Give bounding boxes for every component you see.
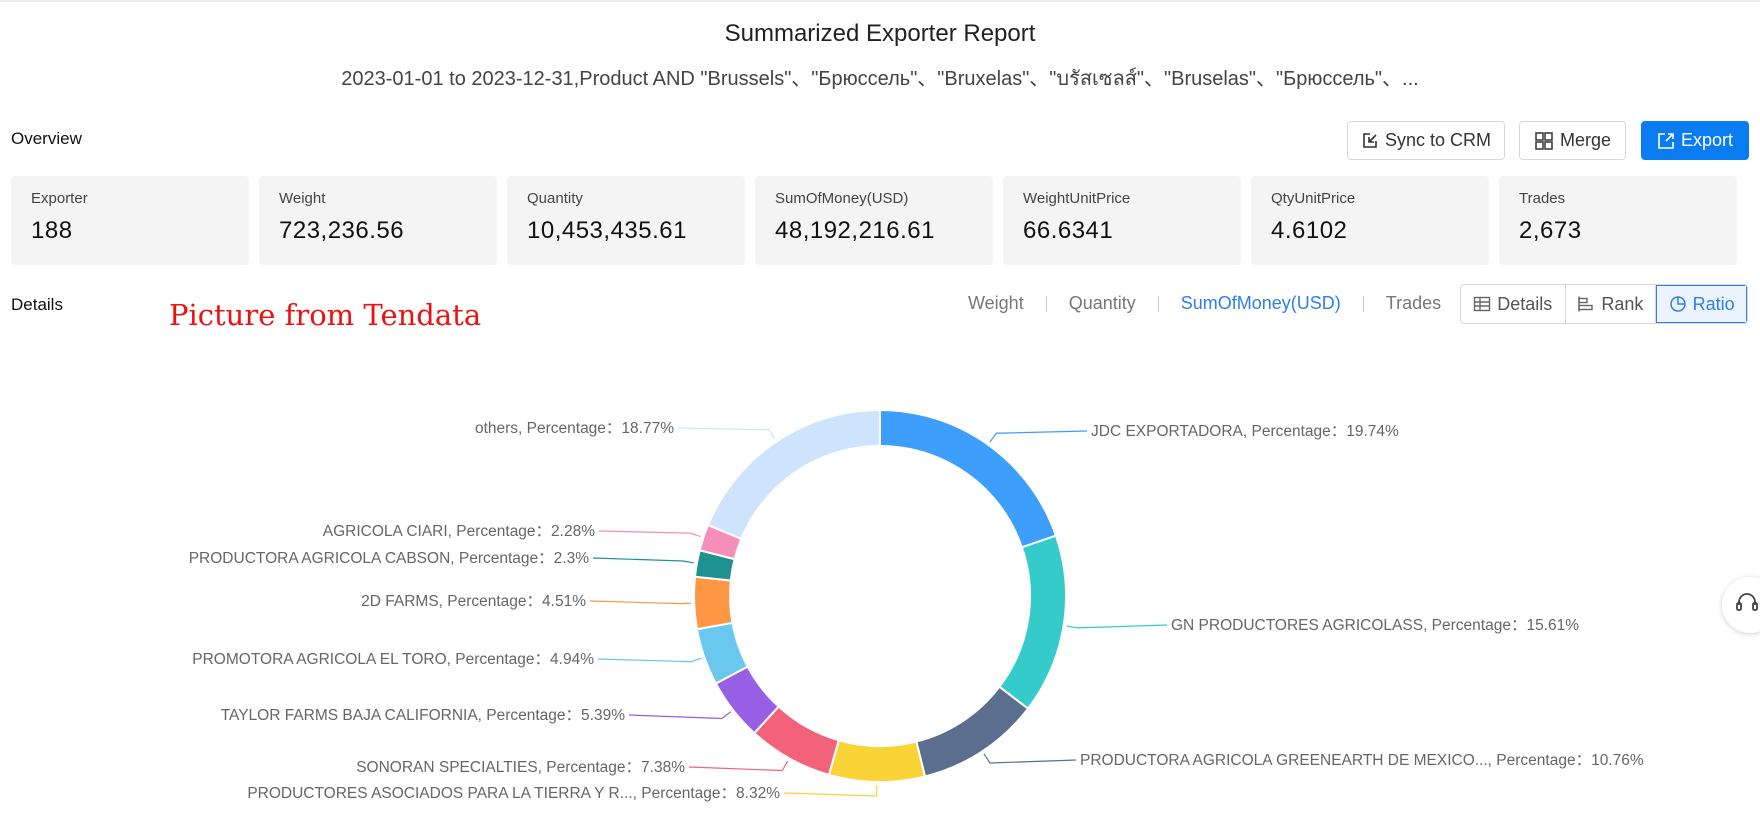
tab-divider xyxy=(1362,295,1364,312)
stat-card-weight: Weight 723,236.56 xyxy=(259,176,497,265)
donut-label-productora-agricola-cabson: PRODUCTORA AGRICOLA CABSON, Percentage：2… xyxy=(189,550,589,567)
headset-icon xyxy=(1734,590,1760,621)
donut-label-taylor-farms-baja-california: TAYLOR FARMS BAJA CALIFORNIA, Percentage… xyxy=(221,707,626,724)
donut-label-jdc-exportadora: JDC EXPORTADORA, Percentage：19.74% xyxy=(1091,423,1399,440)
stat-card-sum-of-money: SumOfMoney(USD) 48,192,216.61 xyxy=(755,176,993,265)
donut-leader-line xyxy=(589,600,692,605)
stat-card-quantity: Quantity 10,453,435.61 xyxy=(507,176,745,265)
donut-label-productora-agricola-greenearth-de-mexico: PRODUCTORA AGRICOLA GREENEARTH DE MEXICO… xyxy=(1080,752,1644,769)
merge-button[interactable]: Merge xyxy=(1519,121,1626,160)
view-ratio-button[interactable]: Ratio xyxy=(1656,285,1747,323)
view-rank-button[interactable]: Rank xyxy=(1566,285,1657,323)
donut-slice-productores-asociados-para-la-tierra-y-r[interactable] xyxy=(827,738,927,783)
stat-card-qty-unit-price: QtyUnitPrice 4.6102 xyxy=(1251,176,1489,265)
stat-value: 188 xyxy=(31,217,73,244)
donut-slice-gn-productores-agricolass[interactable] xyxy=(997,534,1067,711)
overview-cards: Exporter 188 Weight 723,236.56 Quantity … xyxy=(11,176,1737,265)
watermark-text: Picture from Tendata xyxy=(169,298,482,332)
stat-label: Trades xyxy=(1519,190,1566,207)
overview-heading: Overview xyxy=(11,129,82,148)
donut-label-sonoran-specialties: SONORAN SPECIALTIES, Percentage：7.38% xyxy=(356,759,685,776)
sync-icon xyxy=(1361,132,1379,150)
stat-label: QtyUnitPrice xyxy=(1271,190,1356,207)
donut-leader-line xyxy=(983,753,1077,764)
donut-slice-2d-farms[interactable] xyxy=(693,575,734,631)
donut-leader-line xyxy=(688,760,789,772)
report-title: Summarized Exporter Report xyxy=(724,20,1036,47)
stat-value: 10,453,435.61 xyxy=(527,217,687,244)
donut-leader-line xyxy=(592,557,695,564)
pie-chart-icon xyxy=(1669,295,1687,313)
table-icon xyxy=(1473,295,1491,313)
report-subtitle: 2023-01-01 to 2023-12-31,Product AND "Br… xyxy=(341,68,1419,90)
donut-label-agricola-ciari: AGRICOLA CIARI, Percentage：2.28% xyxy=(323,523,595,540)
donut-leader-line xyxy=(677,427,776,440)
stat-value: 4.6102 xyxy=(1271,217,1348,244)
stat-label: WeightUnitPrice xyxy=(1023,190,1131,207)
donut-leader-line xyxy=(989,430,1088,443)
merge-icon xyxy=(1534,131,1554,151)
donut-leader-line xyxy=(783,784,878,797)
stat-value: 66.6341 xyxy=(1023,217,1114,244)
donut-leader-line xyxy=(1066,624,1168,629)
stat-label: Exporter xyxy=(31,190,88,207)
donut-label-promotora-agricola-el-toro: PROMOTORA AGRICOLA EL TORO, Percentage：4… xyxy=(192,651,594,668)
tab-weight[interactable]: Weight xyxy=(968,293,1024,313)
stat-value: 2,673 xyxy=(1519,217,1582,244)
view-details-label: Details xyxy=(1497,293,1553,314)
details-heading: Details xyxy=(11,295,63,314)
customer-service-button[interactable] xyxy=(1722,577,1760,633)
view-ratio-label: Ratio xyxy=(1692,293,1735,314)
view-rank-label: Rank xyxy=(1601,293,1644,314)
stat-label: Quantity xyxy=(527,190,583,207)
tab-sum-of-money[interactable]: SumOfMoney(USD) xyxy=(1180,293,1341,313)
tab-divider xyxy=(1045,295,1047,312)
bar-rank-icon xyxy=(1577,295,1595,313)
sync-to-crm-label: Sync to CRM xyxy=(1384,130,1492,150)
donut-leader-line xyxy=(628,711,731,720)
top-divider xyxy=(0,0,1760,2)
donut-label-2d-farms: 2D FARMS, Percentage：4.51% xyxy=(361,593,586,610)
stat-card-trades: Trades 2,673 xyxy=(1499,176,1737,265)
donut-slice-productora-agricola-greenearth-de-mexico[interactable] xyxy=(915,685,1030,778)
metric-tabs: Weight Quantity SumOfMoney(USD) Trades xyxy=(968,293,1441,314)
stat-label: Weight xyxy=(279,190,326,207)
stat-label: SumOfMoney(USD) xyxy=(775,190,909,207)
export-icon xyxy=(1657,132,1675,150)
tab-trades[interactable]: Trades xyxy=(1385,293,1442,313)
donut-label-gn-productores-agricolass: GN PRODUCTORES AGRICOLASS, Percentage：15… xyxy=(1171,617,1579,634)
donut-slice-jdc-exportadora[interactable] xyxy=(879,408,1058,549)
stat-value: 723,236.56 xyxy=(279,217,405,244)
stat-card-exporter: Exporter 188 xyxy=(11,176,249,265)
export-button[interactable]: Export xyxy=(1641,121,1749,160)
donut-slice-others[interactable] xyxy=(706,408,881,541)
stat-card-weight-unit-price: WeightUnitPrice 66.6341 xyxy=(1003,176,1241,265)
donut-label-productores-asociados-para-la-tierra-y-r: PRODUCTORES ASOCIADOS PARA LA TIERRA Y R… xyxy=(247,785,780,802)
view-details-button[interactable]: Details xyxy=(1461,285,1566,323)
tab-divider xyxy=(1157,295,1159,312)
merge-label: Merge xyxy=(1559,130,1612,150)
view-toggle: Details Rank Ratio xyxy=(1460,284,1748,324)
export-label: Export xyxy=(1680,130,1734,150)
tab-quantity[interactable]: Quantity xyxy=(1068,293,1136,313)
donut-leader-line xyxy=(598,530,701,538)
sync-to-crm-button[interactable]: Sync to CRM xyxy=(1347,121,1505,160)
donut-label-others: others, Percentage：18.77% xyxy=(475,420,674,437)
stat-value: 48,192,216.61 xyxy=(775,217,935,244)
donut-leader-line xyxy=(597,657,702,663)
